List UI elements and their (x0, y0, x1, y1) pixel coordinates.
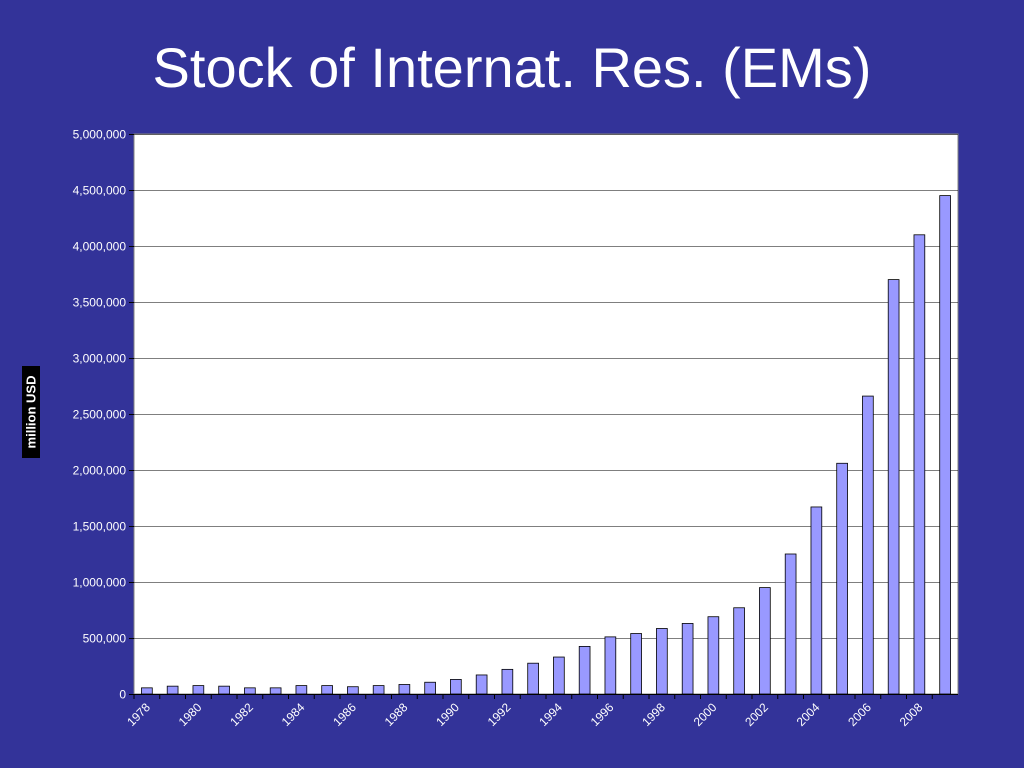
x-tick-label: 1998 (639, 700, 668, 729)
bar-2000 (707, 616, 720, 695)
y-tick-label: 2,000,000 (73, 464, 127, 478)
bar-2003 (784, 553, 797, 695)
bar-1985 (321, 685, 333, 695)
bar-1994 (553, 656, 565, 695)
bar-1982 (244, 687, 256, 695)
x-tick-label: 1996 (588, 700, 617, 729)
x-tick-label: 2002 (742, 700, 771, 729)
x-tick-label: 2008 (897, 700, 926, 729)
x-tick-label: 1980 (176, 700, 205, 729)
bar-2005 (836, 462, 848, 695)
bar-1998 (656, 628, 668, 695)
x-tick-label: 1978 (124, 700, 153, 729)
x-tick-label: 1990 (433, 700, 462, 729)
bars (141, 195, 951, 695)
y-axis-label-text: million USD (24, 376, 39, 449)
bar-2001 (733, 607, 745, 695)
y-tick-label: 3,000,000 (73, 352, 127, 366)
bar-1997 (630, 633, 642, 695)
y-tick-label: 5,000,000 (73, 128, 127, 142)
plot-area (133, 133, 959, 695)
slide-title: Stock of Internat. Res. (EMs) (152, 36, 872, 99)
bar-1988 (398, 684, 411, 695)
y-tick-label: 1,500,000 (73, 520, 127, 534)
bar-1990 (450, 679, 462, 695)
bar-2006 (862, 395, 874, 695)
x-tick-label: 1986 (330, 700, 359, 729)
x-tick-label: 1988 (382, 700, 411, 729)
x-tick-label: 1994 (536, 700, 565, 729)
bar-2007 (887, 279, 900, 695)
bar-1996 (604, 636, 617, 695)
x-tick-label: 2006 (845, 700, 874, 729)
y-tick-label: 0 (119, 688, 126, 702)
x-axis-ticks: 1978 1980 1982 1984 1986 1988 1990 1992 1994 1996… (124, 694, 933, 729)
bar-1983 (269, 687, 282, 695)
y-tick-label: 3,500,000 (73, 296, 127, 310)
bar-1993 (527, 662, 539, 695)
bar-1978 (141, 687, 153, 695)
x-tick-label: 2000 (691, 700, 720, 729)
x-tick-label: 2004 (794, 700, 823, 729)
bar-2004 (810, 506, 823, 695)
bar-1984 (295, 685, 308, 695)
y-tick-label: 4,000,000 (73, 240, 127, 254)
bar-1992 (501, 668, 514, 695)
bar-1995 (578, 646, 591, 695)
bar-1999 (681, 623, 694, 695)
y-axis-label-background (22, 366, 40, 458)
x-tick-label: 1992 (485, 700, 514, 729)
bar-2008 (913, 234, 926, 695)
bar-1991 (475, 674, 488, 695)
y-tick-label: 4,500,000 (73, 184, 127, 198)
x-tick-label: 1982 (227, 700, 256, 729)
x-tick-label: 1984 (279, 700, 308, 729)
bar-1981 (218, 685, 230, 695)
bar-1980 (192, 685, 205, 695)
bar-1986 (347, 686, 359, 695)
bar-2002 (759, 587, 771, 695)
y-tick-label: 2,500,000 (73, 408, 127, 422)
y-axis-label: million USD (22, 366, 40, 458)
y-tick-label: 1,000,000 (73, 576, 127, 590)
y-axis-ticks: 0 500,000 1,000,000 1,500,000 2,000,000 2,500… (73, 128, 134, 702)
y-tick-label: 500,000 (83, 632, 127, 646)
bar-1987 (372, 685, 385, 695)
bar-1989 (424, 681, 436, 695)
bar-2009 (939, 195, 951, 695)
bar-1979 (166, 685, 179, 695)
